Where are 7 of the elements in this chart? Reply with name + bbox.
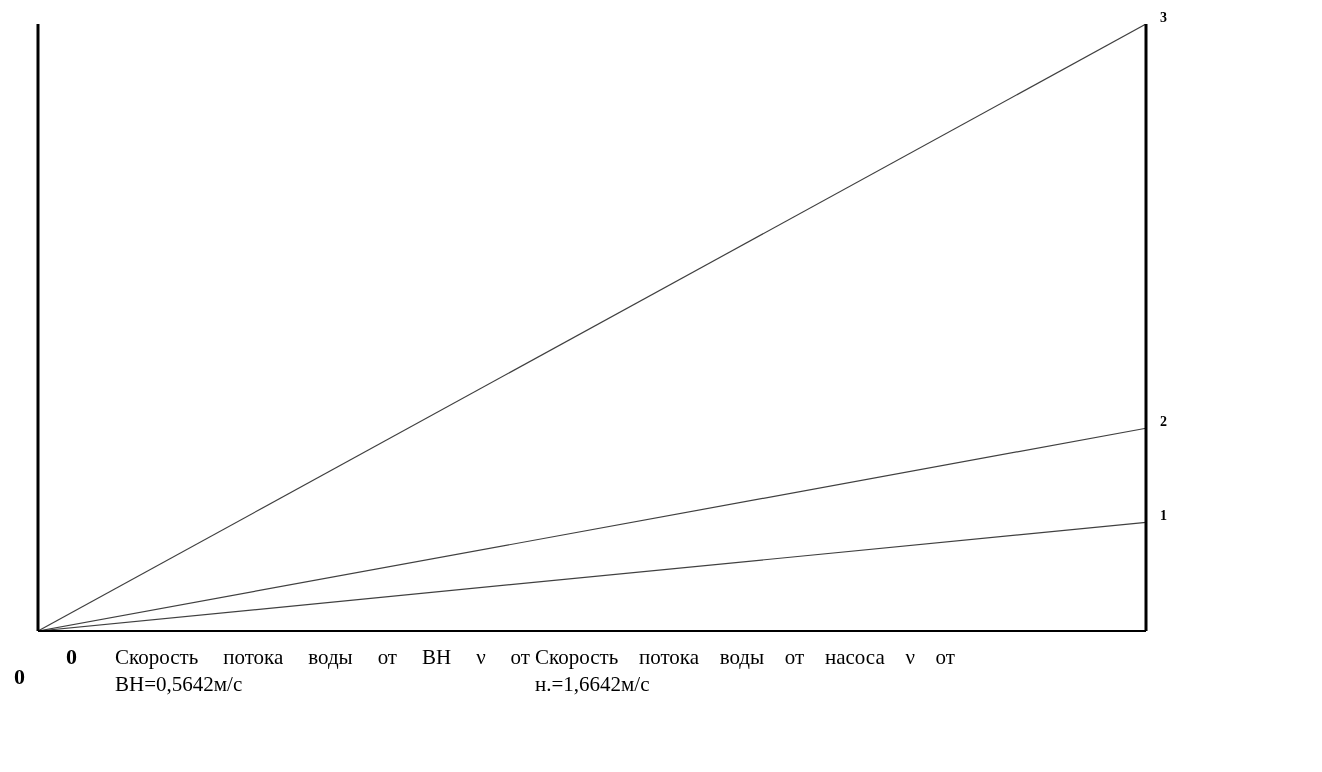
text: 0 — [14, 664, 25, 690]
series-label: 2 — [1160, 414, 1167, 430]
series-label: 3 — [1160, 10, 1167, 25]
text: Скорость потока воды от насоса ν от н.=1,6642м/с — [535, 644, 955, 698]
series-label: 1 — [1160, 508, 1167, 524]
text: 0 — [66, 644, 77, 670]
text: Скорость потока воды от ВН ν от ВН=0,5642м/с — [115, 644, 530, 698]
